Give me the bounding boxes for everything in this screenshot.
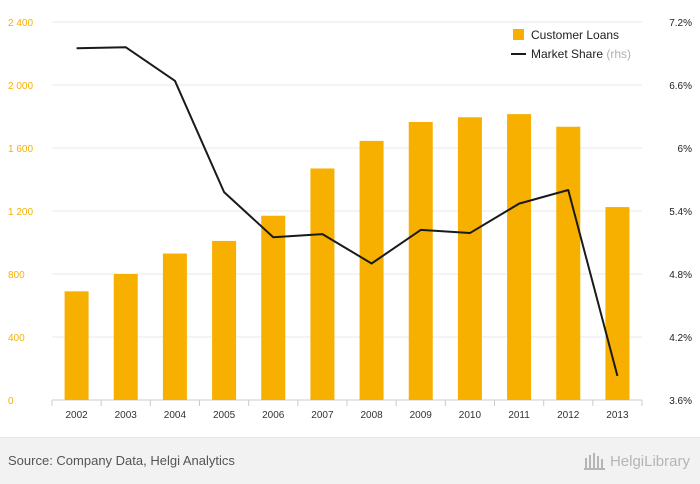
x-tick-label: 2010: [459, 410, 482, 421]
y-left-tick-label: 1 200: [8, 207, 33, 218]
y-right-tick-label: 6.6%: [669, 81, 692, 92]
bar-customer-loans: [212, 240, 237, 400]
x-tick-label: 2006: [262, 410, 285, 421]
bar-customer-loans: [261, 215, 286, 400]
bar-customer-loans: [64, 291, 89, 400]
footer: Source: Company Data, Helgi Analytics He…: [0, 437, 700, 484]
y-right-tick-label: 6%: [678, 144, 693, 155]
bar-customer-loans: [457, 117, 482, 400]
x-tick-label: 2011: [508, 410, 530, 421]
x-tick-label: 2012: [557, 410, 580, 421]
y-right-tick-label: 3.6%: [669, 396, 692, 407]
legend-label-market-share: Market Share (rhs): [531, 47, 631, 61]
legend-rhs-suffix: (rhs): [606, 47, 631, 61]
bar-customer-loans: [359, 140, 384, 400]
bar-customer-loans: [507, 114, 532, 400]
x-tick-label: 2007: [311, 410, 334, 421]
chart-canvas: 0 400 800 1 200 1 600 2 000 2 400 3.6% 4.2% 4.8% 5…: [8, 18, 693, 421]
x-tick-label: 2009: [410, 410, 433, 421]
logo-text: HelgiLibrary: [609, 452, 690, 470]
y-right-tick-label: 5.4%: [669, 207, 692, 218]
bar-customer-loans: [113, 274, 138, 400]
x-tick-label: 2003: [115, 410, 138, 421]
bar-customer-loans: [556, 126, 581, 401]
library-building-icon: [583, 453, 605, 470]
x-tick-label: 2013: [606, 410, 629, 421]
y-right-tick-label: 7.2%: [669, 18, 692, 29]
legend-label-customer-loans: Customer Loans: [531, 28, 619, 42]
y-right-tick-label: 4.8%: [669, 270, 692, 281]
y-left-tick-label: 800: [8, 270, 25, 281]
line-market-share: [76, 46, 619, 377]
y-left-tick-label: 0: [8, 396, 14, 407]
bar-customer-loans: [605, 207, 630, 400]
x-tick-label: 2002: [65, 410, 88, 421]
x-tick-label: 2008: [360, 410, 383, 421]
y-right-tick-label: 4.2%: [669, 333, 692, 344]
bar-customer-loans: [162, 253, 187, 400]
bar-customer-loans: [310, 168, 335, 400]
y-left-tick-label: 1 600: [8, 144, 33, 155]
x-tick-label: 2005: [213, 410, 236, 421]
bar-customer-loans: [408, 122, 433, 400]
y-left-tick-label: 400: [8, 333, 25, 344]
legend-swatch-customer-loans: [513, 29, 524, 40]
x-tick-label: 2004: [164, 410, 187, 421]
y-left-tick-label: 2 000: [8, 81, 33, 92]
y-left-tick-label: 2 400: [8, 18, 33, 29]
helgi-library-logo[interactable]: HelgiLibrary: [583, 450, 690, 472]
source-note: Source: Company Data, Helgi Analytics: [8, 453, 235, 468]
